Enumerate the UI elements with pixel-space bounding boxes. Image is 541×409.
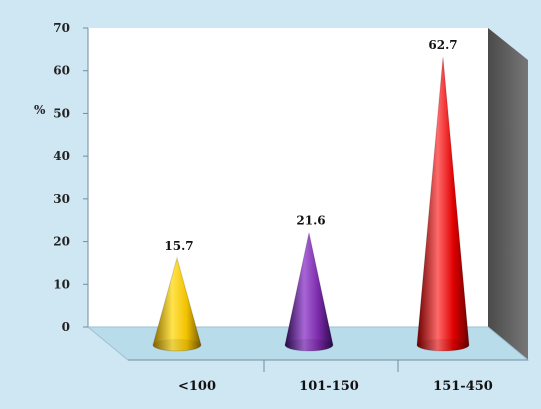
cone-bar — [152, 256, 202, 352]
cone-base — [285, 339, 333, 351]
data-label: 15.7 — [164, 239, 193, 253]
data-label: 62.7 — [428, 38, 457, 52]
y-tick-label: 60 — [53, 64, 70, 78]
y-tick-label: 70 — [53, 21, 70, 35]
y-tick-label: 30 — [53, 192, 70, 206]
cone-bar — [284, 232, 334, 352]
y-tick-label: 0 — [62, 320, 70, 334]
cone-body — [152, 256, 202, 352]
cone-base — [417, 339, 469, 351]
cone-base — [153, 339, 201, 351]
cone-bar — [416, 57, 470, 352]
y-axis-label: % — [34, 103, 46, 117]
y-tick-label: 20 — [53, 235, 70, 249]
x-tick-label: 101-150 — [299, 379, 359, 394]
x-tick-label: <100 — [178, 379, 216, 394]
cone-body — [284, 232, 334, 352]
back-wall — [88, 28, 488, 327]
y-tick-label: 50 — [53, 106, 70, 120]
y-ticks: 0 10 20 30 40 50 60 70 — [53, 21, 88, 334]
y-tick-label: 40 — [53, 149, 70, 163]
data-label: 21.6 — [296, 214, 325, 228]
cone-body — [416, 57, 470, 352]
x-tick-label: 151-450 — [433, 379, 493, 394]
value-labels: 15.7 21.6 62.7 — [164, 38, 457, 253]
cones — [152, 57, 470, 352]
y-tick-label: 10 — [53, 277, 70, 291]
side-wall — [488, 28, 528, 360]
x-ticks: <100 101-150 151-450 — [178, 360, 493, 394]
